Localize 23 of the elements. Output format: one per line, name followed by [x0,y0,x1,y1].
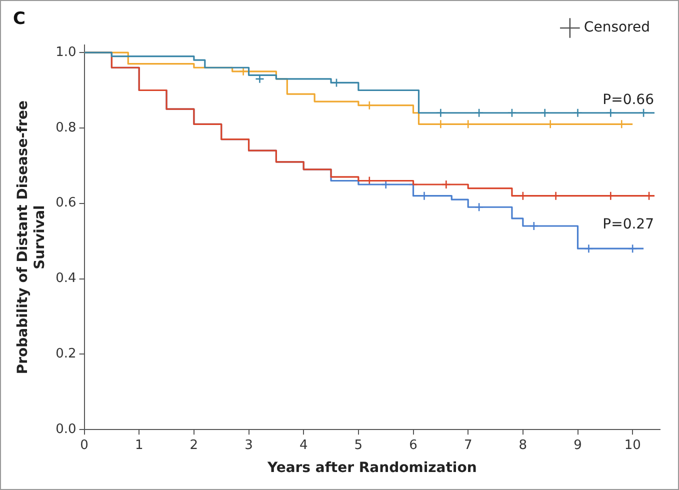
y-tick-label: 1.0 [56,44,76,60]
x-tick-label: 1 [134,438,144,453]
y-tick-label: 0.0 [56,422,76,437]
x-axis-title: Years after Randomization [266,460,477,476]
x-tick-label: 2 [190,438,198,453]
x-tick-label: 3 [244,438,253,453]
x-tick-label: 6 [409,438,418,453]
y-axis-title: Probability of Distant Disease-free Survival [15,100,48,374]
chart-title: C [13,9,26,29]
x-tick-label: 7 [464,438,472,453]
x-tick-label: 5 [354,438,363,453]
y-tick-label: 0.8 [56,120,76,136]
x-tick-label: 9 [574,438,582,453]
y-tick-label: 0.2 [56,346,76,362]
x-tick-label: 4 [299,438,308,453]
x-tick-label: 0 [80,438,88,453]
x-tick-label: 10 [624,438,641,453]
x-tick-label: 8 [518,438,528,453]
y-tick-label: 0.4 [56,271,76,286]
text: Censored [584,20,650,36]
annotation: P=0.27 [602,216,654,232]
annotation: P=0.66 [602,92,654,108]
y-tick-label: 0.6 [56,196,76,211]
